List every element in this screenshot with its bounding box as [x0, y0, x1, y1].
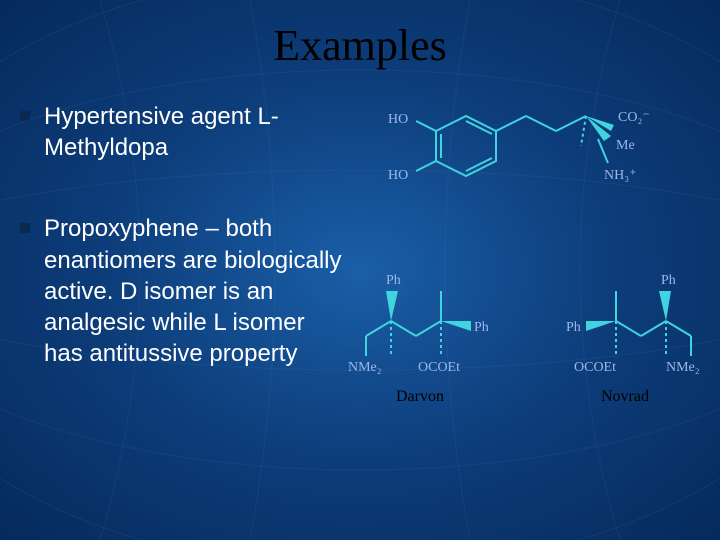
- label-ocoet: OCOEt: [418, 360, 460, 375]
- content-area: Hypertensive agent L-Methyldopa Propoxyp…: [0, 101, 720, 419]
- slide-title: Examples: [0, 0, 720, 101]
- label-nme2: NMe₂: [348, 360, 382, 375]
- label-ho1: HO: [388, 112, 408, 127]
- label-me: Me: [616, 138, 635, 153]
- bullet-marker: [20, 111, 30, 121]
- darvon-name: Darvon: [396, 388, 444, 405]
- novrad-name: Novrad: [601, 388, 649, 405]
- label-co2: CO₂⁻: [618, 110, 650, 125]
- molecules-column: HO HO CO₂⁻ Me NH₃⁺: [346, 101, 700, 419]
- darvon-structure: Ph Ph NMe₂ OCOEt Darvon: [346, 256, 516, 416]
- bullet-marker: [20, 223, 30, 233]
- bullet-item: Hypertensive agent L-Methyldopa: [20, 101, 346, 163]
- label-nh3: NH₃⁺: [604, 168, 637, 183]
- label-nme2: NMe₂: [666, 360, 700, 375]
- bullets-column: Hypertensive agent L-Methyldopa Propoxyp…: [20, 101, 346, 419]
- label-ho2: HO: [388, 168, 408, 183]
- methyldopa-structure: HO HO CO₂⁻ Me NH₃⁺: [366, 91, 686, 221]
- novrad-structure: Ph Ph NMe₂ OCOEt Novrad: [546, 256, 716, 416]
- label-ph: Ph: [474, 320, 489, 335]
- bullet-text: Propoxyphene – both enantiomers are biol…: [44, 213, 346, 369]
- bullet-item: Propoxyphene – both enantiomers are biol…: [20, 213, 346, 369]
- label-ph: Ph: [661, 273, 676, 288]
- label-ph: Ph: [386, 273, 401, 288]
- label-ocoet: OCOEt: [574, 360, 616, 375]
- bullet-text: Hypertensive agent L-Methyldopa: [44, 101, 346, 163]
- label-ph: Ph: [566, 320, 581, 335]
